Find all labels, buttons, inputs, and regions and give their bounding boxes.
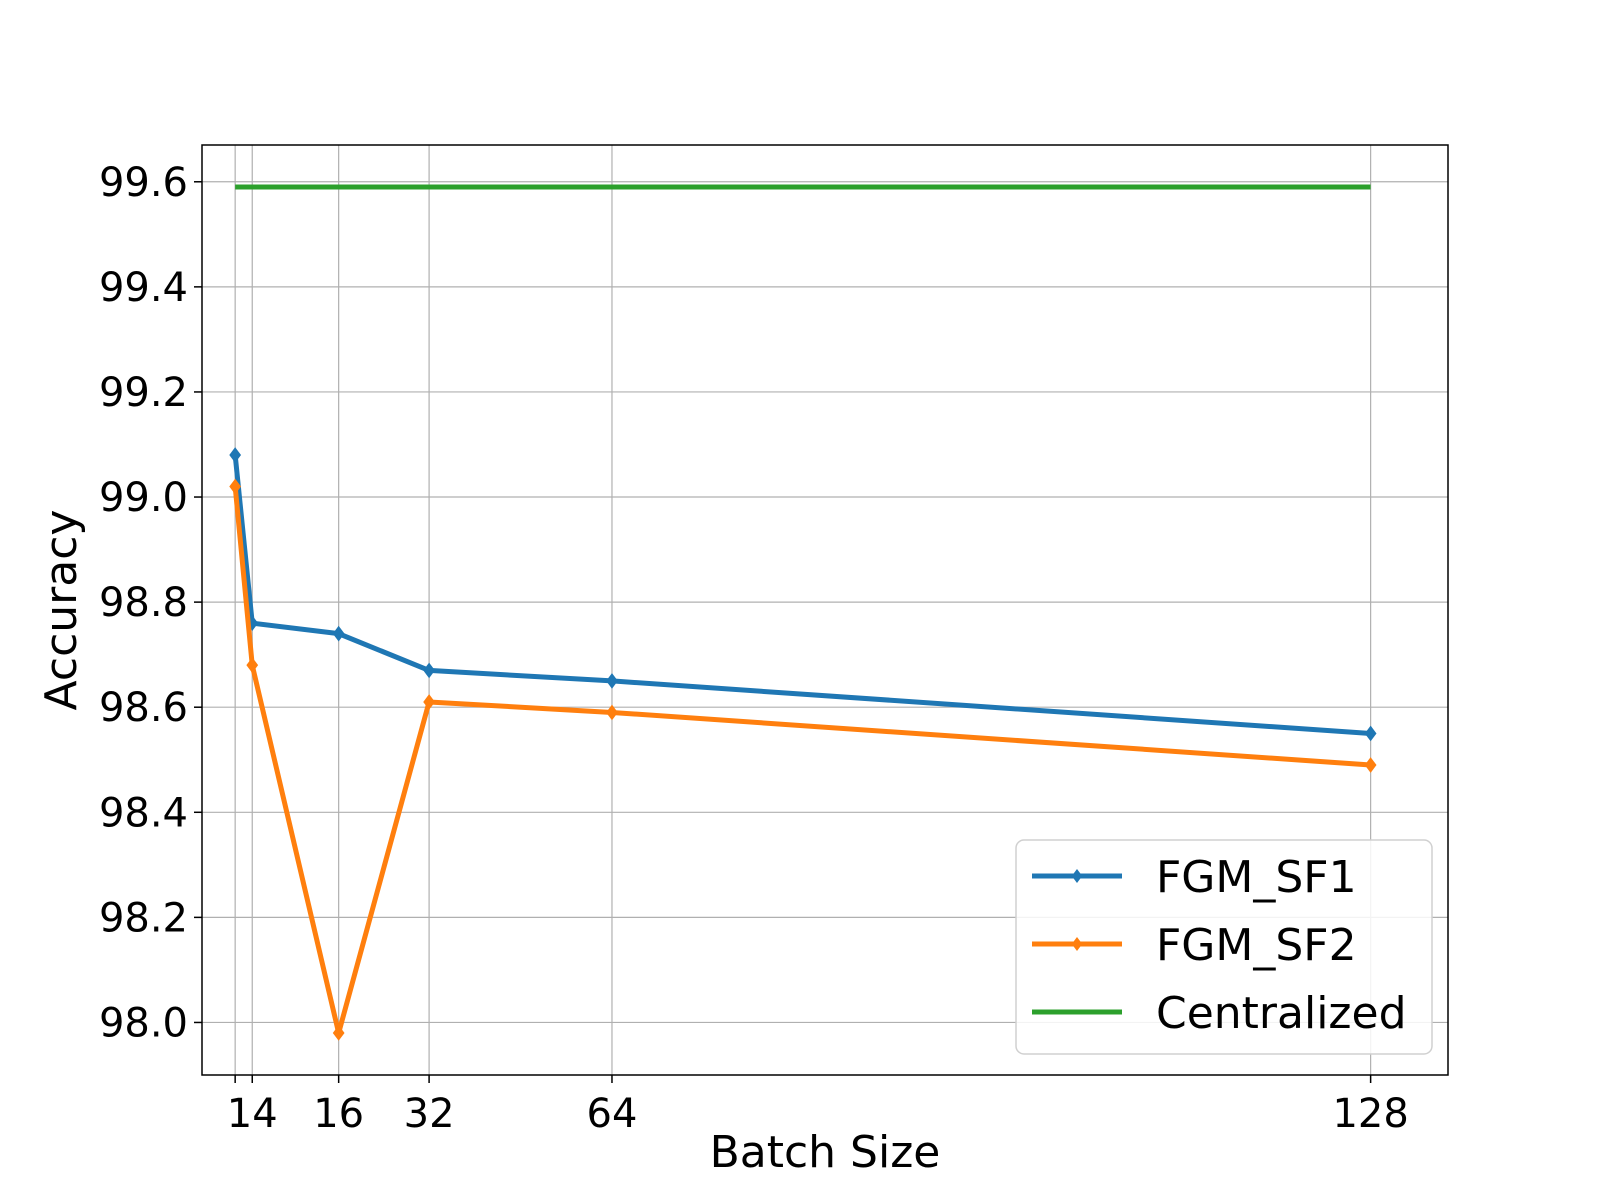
legend-label-fgm-sf1: FGM_SF1 [1156, 852, 1357, 903]
x-tick-label: 32 [404, 1091, 455, 1137]
data-point-fgm-sf2 [229, 478, 242, 495]
data-point-fgm-sf1 [332, 625, 345, 642]
data-point-fgm-sf2 [423, 694, 435, 710]
x-tick-label: 64 [587, 1091, 638, 1137]
y-tick-label: 98.2 [99, 895, 188, 941]
x-axis-title: Batch Size [710, 1127, 941, 1178]
axis-ticks: 98.0 98.2 98.4 98.6 98.8 99.0 99.2 99.4 99.6 14 16… [99, 160, 1409, 1137]
series-line-fgm-sf2 [232, 486, 1371, 1036]
data-point-fgm-sf2 [1364, 757, 1377, 773]
series-line-fgm-sf1 [232, 454, 1371, 736]
data-point-fgm-sf1 [229, 447, 242, 463]
y-tick-label: 98.6 [99, 685, 188, 731]
y-tick-label: 99.0 [99, 475, 188, 521]
x-tick-label: 14 [227, 1091, 278, 1137]
data-point-fgm-sf1 [423, 662, 435, 679]
legend: FGM_SF1 FGM_SF2 Centralized [1015, 839, 1433, 1055]
data-point-fgm-sf2 [332, 1025, 345, 1041]
series-layer [229, 184, 1377, 1041]
y-tick-label: 99.6 [99, 160, 188, 206]
data-point-fgm-sf1 [606, 673, 618, 689]
y-tick-label: 98.8 [99, 580, 188, 626]
y-tick-label: 98.4 [99, 790, 188, 836]
legend-marker-fgm-sf1 [1071, 869, 1083, 883]
legend-label-centralized: Centralized [1156, 988, 1407, 1039]
x-tick-label: 128 [1332, 1091, 1408, 1137]
x-tick-label: 16 [313, 1091, 364, 1137]
legend-label-fgm-sf2: FGM_SF2 [1156, 920, 1357, 971]
data-point-fgm-sf1 [1364, 725, 1377, 742]
y-tick-label: 98.0 [99, 1000, 188, 1046]
y-tick-label: 99.4 [99, 265, 188, 311]
plot-frame [201, 144, 1449, 1076]
data-point-fgm-sf2 [246, 657, 259, 674]
legend-marker-fgm-sf2 [1071, 937, 1083, 951]
y-axis-title: Accuracy [36, 510, 87, 711]
legend-box [1015, 839, 1433, 1055]
y-tick-label: 99.2 [99, 370, 188, 416]
data-point-fgm-sf2 [606, 704, 618, 721]
